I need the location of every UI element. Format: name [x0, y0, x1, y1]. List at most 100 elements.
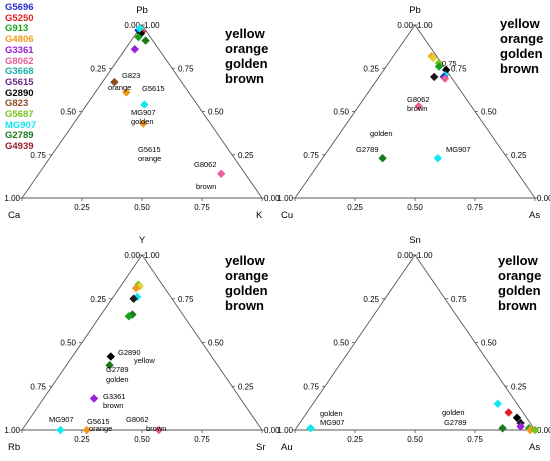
tick-label: 0.50: [60, 108, 76, 117]
tick-label: 0.50: [333, 108, 349, 117]
vertex-label-top: Sn: [409, 235, 421, 246]
color-word: orange: [500, 31, 543, 46]
tick-label: 0.00: [397, 251, 413, 260]
tick-label: 0.50: [407, 435, 423, 444]
point-annotation: golden: [106, 375, 129, 384]
point-annotation: MG907: [131, 108, 156, 117]
tick-label: 0.75: [30, 151, 46, 160]
tick-label: 0.25: [363, 64, 379, 73]
vertex-label-left: Rb: [8, 442, 20, 453]
tick-label: 1.00: [417, 251, 433, 260]
color-word: yellow: [500, 16, 541, 31]
point-annotation: brown: [196, 182, 216, 191]
point-annotation: brown: [407, 104, 427, 113]
tick-label: 0.75: [467, 203, 483, 212]
data-point: [498, 424, 507, 433]
legend-item: MG907: [5, 119, 37, 131]
tick-label: 0.75: [467, 435, 483, 444]
data-point: [428, 53, 438, 63]
data-point: [134, 32, 143, 42]
tick-label: 0.50: [481, 108, 497, 117]
point-annotation: golden: [320, 409, 343, 418]
legend-item: G5696: [5, 2, 34, 13]
tick-label: 1.00: [277, 194, 293, 203]
point-annotation: G823: [122, 71, 140, 80]
data-point: [504, 408, 513, 417]
data-point: [139, 119, 148, 128]
point-annotation: orange: [89, 424, 112, 433]
point-annotation: G5615: [87, 417, 110, 426]
color-word: brown: [500, 61, 539, 76]
data-point: [135, 24, 144, 33]
tick-label: 0.00: [264, 426, 280, 435]
data-point: [56, 425, 65, 435]
tick-label: 0.50: [208, 339, 224, 348]
color-word: yellow: [225, 253, 266, 268]
data-point: [306, 424, 315, 433]
tick-label: 1.00: [144, 251, 160, 260]
data-point: [154, 425, 163, 435]
point-annotation: G2789: [106, 365, 129, 374]
point-annotation: golden: [370, 129, 393, 138]
tick-label: 0.25: [74, 435, 90, 444]
tick-label: 0.25: [347, 203, 363, 212]
tick-label: 0.75: [178, 295, 194, 304]
tick-label: 0.00: [537, 426, 550, 435]
color-word: orange: [225, 268, 268, 283]
tick-label: 0.50: [134, 435, 150, 444]
tick-label: 0.50: [481, 339, 497, 348]
tick-label: 0.00: [397, 21, 413, 30]
vertex-label-right: As: [529, 442, 540, 453]
legend-item: G2890: [5, 87, 34, 99]
legend-item: G4806: [5, 34, 34, 46]
point-annotation: golden: [131, 117, 154, 126]
tick-label: 0.25: [347, 435, 363, 444]
tick-label: 1.00: [4, 194, 20, 203]
data-point: [82, 425, 91, 435]
tick-label: 0.50: [407, 203, 423, 212]
data-point: [493, 399, 502, 408]
tick-label: 0.75: [303, 382, 319, 391]
data-point: [110, 77, 119, 87]
point-annotation: brown: [146, 424, 166, 433]
tick-label: 0.50: [333, 339, 349, 348]
tick-label: 0.75: [303, 151, 319, 160]
data-point: [130, 45, 139, 54]
data-point: [124, 312, 133, 321]
point-annotation: MG907: [49, 415, 74, 424]
data-point: [516, 422, 525, 431]
tick-label: 0.00: [124, 21, 140, 30]
tick-label: 0.50: [60, 339, 76, 348]
color-word: yellow: [225, 26, 266, 41]
tick-label: 1.00: [4, 426, 20, 435]
point-annotation: G8062: [126, 415, 149, 424]
point-annotation: brown: [103, 401, 123, 410]
vertex-label-right: Sr: [256, 442, 266, 453]
tick-label: 0.50: [134, 203, 150, 212]
vertex-label-left: Au: [281, 442, 293, 453]
tick-label: 0.75: [178, 64, 194, 73]
data-point: [434, 62, 444, 71]
legend-item: G823: [5, 98, 29, 110]
color-word: brown: [498, 298, 537, 313]
point-annotation: G8062: [194, 160, 217, 169]
tick-label: 0.75: [194, 435, 210, 444]
point-annotation: orange: [108, 83, 131, 92]
vertex-label-top: Pb: [136, 5, 148, 16]
tick-label: 0.75: [451, 64, 467, 73]
data-point: [414, 102, 423, 111]
tick-label: 0.25: [90, 64, 106, 73]
legend-item: G3668: [5, 66, 34, 78]
legend-item: G8062: [5, 55, 34, 67]
legend-item: G5687: [5, 109, 34, 121]
color-word: golden: [500, 46, 543, 61]
legend-item: G2789: [5, 130, 34, 142]
data-point: [89, 394, 99, 403]
legend-item: G913: [5, 23, 29, 35]
data-point: [105, 361, 114, 370]
data-point: [440, 74, 450, 83]
point-annotation: G2789: [444, 418, 467, 427]
point-annotation: 0.75: [442, 59, 457, 68]
point-annotation: yellow: [134, 356, 155, 365]
point-annotation: G8062: [407, 95, 430, 104]
